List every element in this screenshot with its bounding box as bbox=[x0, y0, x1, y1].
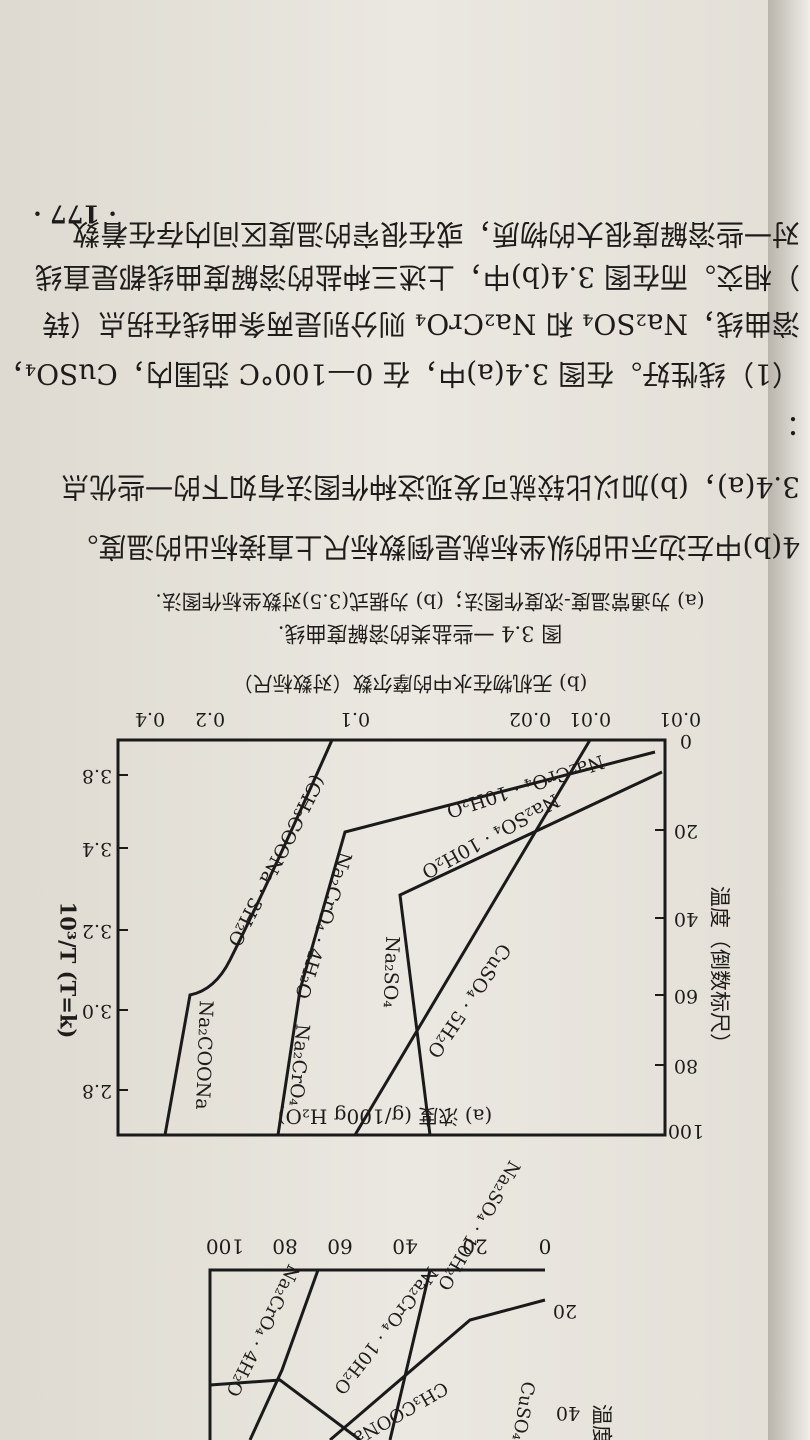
x-tick-label: 80 bbox=[272, 1235, 297, 1259]
y-tick-label: 20 bbox=[674, 820, 698, 842]
curve bbox=[398, 770, 663, 1136]
axis-label: (b) 无机物在水中的摩尔数（对数标尺） bbox=[233, 672, 588, 696]
curve bbox=[388, 1269, 432, 1440]
next-page-edge bbox=[768, 0, 810, 1440]
curve-label: Na₂SO₄ bbox=[379, 936, 404, 1009]
body-line: （1）线性好。在图 3.4(a)中，在 0—100°C 范围内，CuSO₄， bbox=[0, 358, 800, 391]
y2-tick-label: 3.8 bbox=[82, 765, 112, 787]
caption-title: 图 3.4 一些盐类的溶解度曲线. bbox=[278, 622, 562, 646]
curve bbox=[209, 1378, 361, 1440]
y-tick-label: 40 bbox=[556, 1402, 580, 1424]
curve bbox=[353, 739, 592, 1136]
x-tick-label: 40 bbox=[392, 1235, 417, 1259]
y-tick-label: 80 bbox=[674, 1055, 698, 1077]
y2-tick-label: 2.8 bbox=[82, 1080, 112, 1102]
axis-title: 温度 bbox=[590, 1404, 614, 1440]
y-tick-label: 0 bbox=[680, 730, 692, 752]
caption-note: (a) 为通常温度-浓度作图法；(b) 为据式(3.5)对数坐标作图法. bbox=[155, 590, 704, 614]
body-line: 4(b)中左边示出的纵坐标就是倒数标尺上直接标出的温度。 bbox=[70, 531, 800, 564]
axis-title: 温度（倒数标尺） bbox=[708, 886, 732, 1054]
body-line: ： bbox=[772, 411, 800, 444]
x-tick-label: 100 bbox=[206, 1235, 244, 1259]
curve-label: Na₂COONa bbox=[191, 1000, 217, 1110]
body-line: 3.4(a)，(b)加以比较就可发现这种作图法有如下的一些优点 bbox=[61, 471, 800, 504]
x-tick-label: 0.1 bbox=[340, 708, 370, 730]
curve bbox=[163, 739, 334, 1136]
y-tick-label: 60 bbox=[674, 985, 698, 1007]
figure-b-frame bbox=[116, 738, 667, 1137]
y2-tick-label: 3.4 bbox=[82, 838, 112, 860]
curve bbox=[276, 750, 656, 1136]
y-tick-label: 100 bbox=[668, 1120, 704, 1142]
x-tick-label: 20 bbox=[462, 1235, 487, 1259]
figure-b-ticks bbox=[118, 774, 665, 1091]
curve bbox=[248, 1269, 320, 1440]
y-tick-label: 40 bbox=[674, 908, 698, 930]
x-tick-label: 0.4 bbox=[135, 708, 165, 730]
body-line: 对一些溶解度很大的物质，或在很窄的温度区间内存在着数 bbox=[72, 218, 800, 251]
curve bbox=[329, 1298, 546, 1440]
y-tick-label: 20 bbox=[553, 1300, 577, 1322]
axis-label: (a) 浓度 (g/100g H₂O) bbox=[278, 1105, 493, 1129]
x-tick-label: 0.2 bbox=[195, 708, 225, 730]
body-line: 溶曲线，Na₂SO₄ 和 Na₂CrO₄ 则分别是两条曲线在拐点（转 bbox=[42, 308, 800, 341]
axis-title: 10³/T (T=k) bbox=[56, 902, 81, 1039]
x-tick-label: 0.01 bbox=[569, 708, 611, 730]
y2-tick-label: 3.0 bbox=[82, 1000, 112, 1022]
figure-a-frame bbox=[208, 1268, 545, 1440]
x-tick-label: 0.02 bbox=[509, 708, 551, 730]
page-number: · 177 · bbox=[33, 200, 117, 229]
body-line: ）相交。而在图 3.4(b)中，上述三种盐的溶解度曲线都是直线 bbox=[35, 261, 800, 294]
x-tick-label: 0.01 bbox=[659, 708, 701, 730]
x-tick-label: 0 bbox=[539, 1235, 552, 1259]
y2-tick-label: 3.2 bbox=[82, 920, 112, 942]
x-tick-label: 60 bbox=[327, 1235, 352, 1259]
